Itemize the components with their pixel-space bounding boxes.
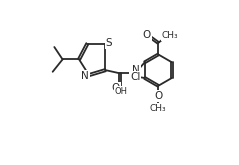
Text: N: N xyxy=(132,66,140,75)
Text: CH₃: CH₃ xyxy=(162,31,179,40)
Text: CH₃: CH₃ xyxy=(150,104,167,113)
Text: O: O xyxy=(155,91,163,101)
Text: O: O xyxy=(143,30,151,40)
Text: Cl: Cl xyxy=(130,72,140,82)
Text: O: O xyxy=(112,83,120,93)
Text: S: S xyxy=(106,38,112,48)
Text: N: N xyxy=(81,71,89,81)
Text: OH: OH xyxy=(115,87,128,96)
